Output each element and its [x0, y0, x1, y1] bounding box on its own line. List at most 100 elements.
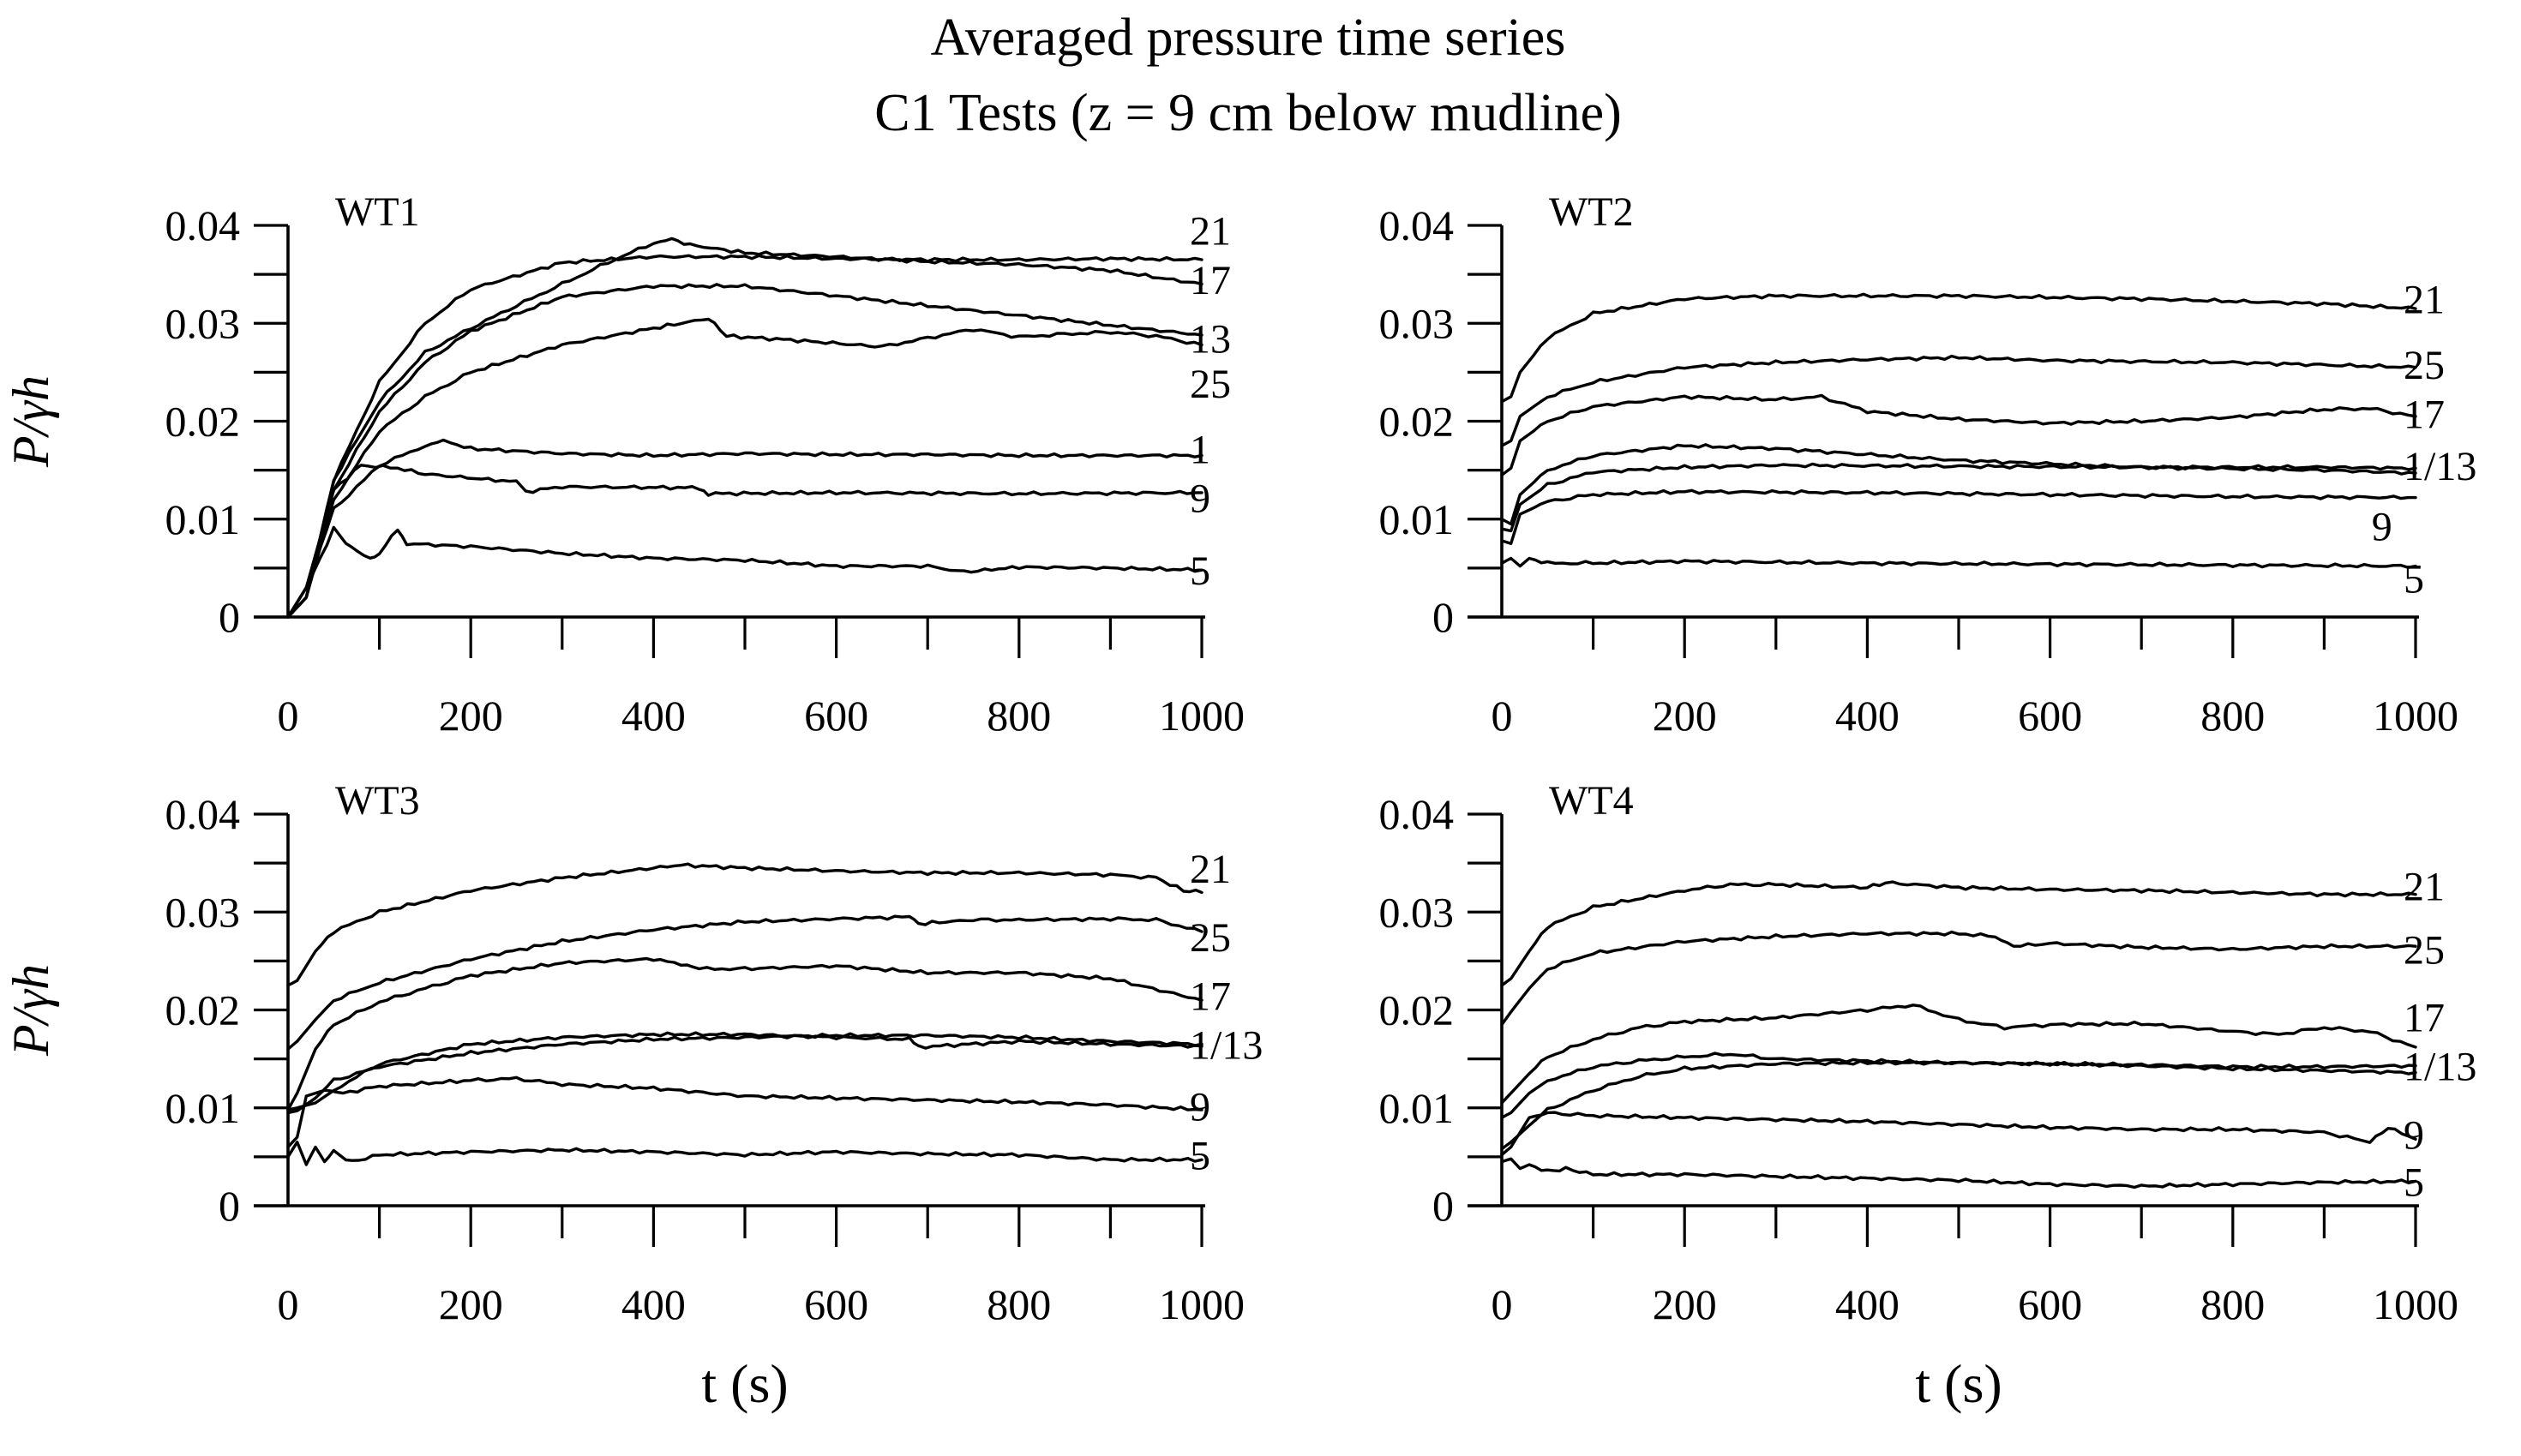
series-label: 25 [1190, 915, 1231, 961]
series-label: 21 [2404, 278, 2445, 323]
series-line-1-13-second- [286, 1032, 1203, 1115]
y-tick-label: 0.01 [1379, 1084, 1455, 1132]
x-tick-label: 800 [2200, 1280, 2265, 1328]
y-tick-label: 0.02 [1379, 398, 1455, 446]
series-label: 9 [1190, 476, 1210, 522]
x-tick-label: 0 [1492, 1280, 1513, 1328]
x-tick-label: 1000 [1159, 692, 1245, 740]
y-tick-label: 0.03 [1379, 888, 1455, 936]
series-label: 5 [1190, 1134, 1210, 1179]
panel-wt4: 0 0.01 0.02 0.03 0.04 0 200 400 600 800 1000 WT4 t (… [1379, 778, 2477, 1414]
series-label: 9 [1190, 1084, 1210, 1129]
series-line-17 [286, 237, 1203, 619]
series-label: 17 [1190, 258, 1231, 303]
series-label: 25 [2404, 343, 2445, 388]
series-line-25 [286, 914, 1203, 1051]
x-tick-label: 400 [1835, 692, 1900, 740]
x-tick-label: 600 [2018, 1280, 2082, 1328]
series-line-17 [1500, 393, 2417, 476]
y-tick-label: 0.03 [165, 299, 241, 347]
series-label: 21 [1190, 209, 1231, 255]
series-label: 1 [1190, 427, 1210, 472]
series-line-5 [1500, 1157, 2417, 1189]
series-line-17 [286, 956, 1203, 1111]
y-tick-label: 0.02 [165, 986, 241, 1034]
x-tick-label: 200 [439, 1280, 503, 1328]
series-line-1 [286, 438, 1203, 619]
series-line-9 [286, 464, 1203, 619]
series-line-1-13-second- [1500, 1059, 2417, 1151]
series-label: 5 [2404, 556, 2424, 602]
series-line-17 [1500, 1004, 2417, 1105]
series-label: 21 [2404, 864, 2445, 909]
series-label: 1/13 [2404, 444, 2476, 489]
y-tick-label: 0.04 [165, 790, 241, 838]
y-tick-label: 0.04 [1379, 201, 1455, 249]
series-line-9 [1500, 1111, 2417, 1157]
series-label: 1/13 [2404, 1045, 2476, 1090]
x-tick-label: 800 [987, 692, 1051, 740]
series-line-21 [1500, 880, 2417, 987]
x-tick-label: 1000 [2373, 692, 2458, 740]
x-tick-label: 0 [278, 1280, 299, 1328]
y-axis-label: P/γh [3, 375, 59, 468]
y-tick-label: 0.02 [1379, 986, 1455, 1034]
x-tick-label: 1000 [2373, 1280, 2458, 1328]
series-line-5 [286, 525, 1203, 619]
x-tick-label: 0 [1492, 692, 1513, 740]
series-label: 9 [2372, 505, 2392, 550]
series-line-21 [286, 862, 1203, 987]
x-tick-label: 0 [278, 692, 299, 740]
y-tick-label: 0.01 [1379, 495, 1455, 543]
x-tick-label: 200 [1653, 1280, 1717, 1328]
series-line-9 [1500, 488, 2417, 545]
x-tick-label: 800 [2200, 692, 2265, 740]
x-tick-label: 400 [621, 1280, 686, 1328]
series-label: 13 [1190, 316, 1231, 362]
y-tick-label: 0.04 [1379, 790, 1455, 838]
y-tick-label: 0.01 [165, 1084, 241, 1132]
series-label: 25 [1190, 362, 1231, 407]
series-label: 17 [2404, 995, 2445, 1040]
series-line-21 [1500, 292, 2417, 404]
series-label: 9 [2404, 1113, 2424, 1159]
x-tick-label: 600 [804, 692, 868, 740]
panel-wt2: 0 0.01 0.02 0.03 0.04 0 200 400 600 800 1000 WT2 21 2… [1379, 189, 2477, 740]
y-tick-label: 0 [219, 1182, 240, 1230]
panel-wt3: 0 0.01 0.02 0.03 0.04 0 200 400 600 800 1000 WT3 P/γ… [3, 778, 1263, 1414]
panel-label: WT4 [1549, 778, 1634, 824]
series-line-5 [286, 1140, 1203, 1166]
series-label: 25 [2404, 928, 2445, 974]
x-tick-label: 600 [804, 1280, 868, 1328]
series-line-25 [1500, 930, 2417, 1027]
y-tick-label: 0 [1432, 1182, 1454, 1230]
panel-label: WT3 [335, 778, 420, 824]
y-axis-label: P/γh [3, 964, 59, 1057]
figure-title-line2: C1 Tests (z = 9 cm below mudline) [874, 84, 1622, 142]
y-tick-label: 0 [219, 593, 240, 641]
panel-wt1: 0 0.01 0.02 0.03 0.04 0 200 400 600 800 1000 WT1 P/γ… [3, 189, 1245, 740]
series-label: 5 [2404, 1159, 2424, 1205]
x-tick-label: 200 [1653, 692, 1717, 740]
y-tick-label: 0.03 [165, 888, 241, 936]
panel-label: WT1 [335, 189, 420, 235]
y-tick-label: 0.02 [165, 398, 241, 446]
series-label: 5 [1190, 548, 1210, 594]
series-line-5 [1500, 556, 2417, 569]
series-line-13 [286, 283, 1203, 619]
series-label: 17 [1190, 974, 1231, 1019]
x-tick-label: 1000 [1159, 1280, 1245, 1328]
y-tick-label: 0.01 [165, 495, 241, 543]
y-tick-label: 0.03 [1379, 299, 1455, 347]
x-tick-label: 200 [439, 692, 503, 740]
y-tick-label: 0 [1432, 593, 1454, 641]
series-line-9 [286, 1076, 1203, 1149]
x-tick-label: 400 [621, 692, 686, 740]
figure-title-line1: Averaged pressure time series [931, 9, 1566, 67]
series-label: 21 [1190, 847, 1231, 892]
series-line-1-13 [1500, 443, 2417, 526]
x-tick-label: 800 [987, 1280, 1051, 1328]
x-axis-label: t (s) [1915, 1353, 2002, 1414]
x-tick-label: 400 [1835, 1280, 1900, 1328]
